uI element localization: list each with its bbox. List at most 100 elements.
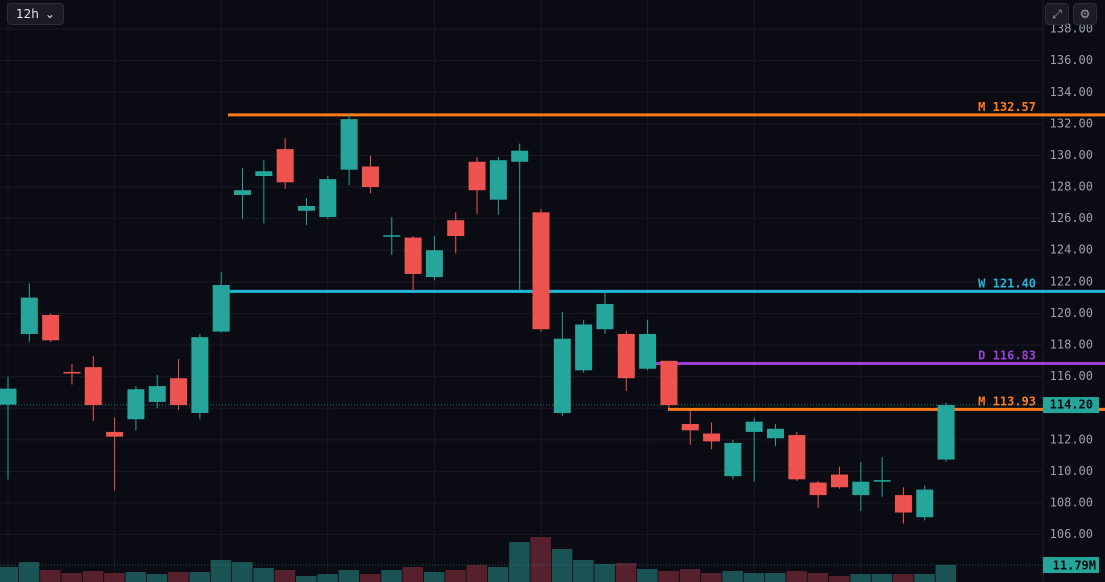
volume-bar xyxy=(914,573,935,582)
candle-body xyxy=(404,237,422,274)
volume-bar xyxy=(828,576,850,582)
level-value: 116.83 xyxy=(993,348,1036,362)
candle-body xyxy=(532,212,550,330)
candle-body xyxy=(575,324,593,371)
candle-body xyxy=(639,333,657,369)
volume-bar xyxy=(487,567,509,582)
candle-body xyxy=(106,431,124,437)
y-tick-label: 126.00 xyxy=(1050,211,1093,225)
volume-bar xyxy=(338,570,360,582)
volume-bar xyxy=(637,568,658,582)
y-tick-label: 122.00 xyxy=(1050,274,1093,288)
candle-body xyxy=(63,371,81,374)
settings-button[interactable]: ⚙ xyxy=(1073,3,1097,25)
volume-bar xyxy=(18,562,40,582)
level-tag: M xyxy=(978,99,985,113)
volume-bar xyxy=(551,548,573,582)
candle-body xyxy=(170,378,188,406)
level-label: M 113.93 xyxy=(978,394,1036,408)
level-tag: M xyxy=(978,394,985,408)
y-tick-label: 108.00 xyxy=(1050,496,1093,510)
volume-bar xyxy=(679,568,701,582)
volume-bar xyxy=(232,562,253,582)
volume-bar xyxy=(0,567,18,582)
volume-bar xyxy=(381,570,402,582)
y-tick-label: 120.00 xyxy=(1050,306,1093,320)
volume-bar xyxy=(146,573,168,582)
level-tag: D xyxy=(978,348,985,362)
volume-bar xyxy=(466,565,488,582)
volume-bar xyxy=(168,571,189,582)
candle-body xyxy=(511,150,529,162)
candle-body xyxy=(212,284,230,332)
candle-body xyxy=(340,119,358,170)
volume-bar xyxy=(210,559,232,582)
candle-body xyxy=(660,360,678,406)
volume-bar xyxy=(743,573,765,582)
fullscreen-button[interactable]: ⤢ xyxy=(1045,3,1069,25)
volume-bar xyxy=(786,570,807,582)
volume-bar xyxy=(295,576,317,582)
volume-bar xyxy=(935,565,957,582)
volume-bar xyxy=(189,571,210,582)
last-volume-label: 11.79M xyxy=(1053,559,1096,573)
last-price-badge xyxy=(1043,397,1099,414)
level-label: D 116.83 xyxy=(978,348,1036,362)
candle-body xyxy=(127,389,145,420)
candle-body xyxy=(42,315,60,341)
candle-body xyxy=(148,386,166,402)
candle-body xyxy=(830,474,848,488)
volume-bar xyxy=(104,573,125,582)
candle-body xyxy=(916,489,934,518)
y-tick-label: 110.00 xyxy=(1050,464,1093,478)
volume-bar xyxy=(317,573,338,582)
candle-body xyxy=(937,405,955,460)
candle-body xyxy=(703,433,721,442)
candle-body xyxy=(617,333,635,379)
volume-bar xyxy=(658,570,679,582)
candle-body xyxy=(852,481,870,496)
volume-bar xyxy=(765,573,786,582)
last-volume-badge xyxy=(1043,557,1099,574)
volume-bar xyxy=(615,562,637,582)
candle-body xyxy=(596,303,614,330)
volume-bar xyxy=(82,570,104,582)
y-tick-label: 116.00 xyxy=(1050,369,1093,383)
candle-body xyxy=(383,235,401,237)
y-tick-label: 112.00 xyxy=(1050,432,1093,446)
level-tag: W xyxy=(978,276,986,290)
y-tick-label: 132.00 xyxy=(1050,116,1093,130)
candle-body xyxy=(20,297,38,334)
volume-bar xyxy=(61,573,82,582)
timeframe-select[interactable]: 12h ⌄ xyxy=(7,3,64,25)
candle-body xyxy=(425,250,443,278)
volume-bar xyxy=(253,567,274,582)
level-label: M 132.57 xyxy=(978,99,1036,113)
y-tick-label: 134.00 xyxy=(1050,85,1093,99)
candle-body xyxy=(191,337,209,413)
candle-body xyxy=(0,388,17,405)
volume-bar xyxy=(359,573,381,582)
level-value: 113.93 xyxy=(993,394,1036,408)
y-tick-label: 106.00 xyxy=(1050,527,1093,541)
volume-bar xyxy=(573,559,594,582)
volume-bar xyxy=(722,570,743,582)
candle-body xyxy=(681,424,699,431)
candle-body xyxy=(553,338,571,413)
volume-bar xyxy=(274,570,296,582)
candle-body xyxy=(788,435,806,480)
y-tick-label: 118.00 xyxy=(1050,338,1093,352)
volume-bar xyxy=(509,542,530,582)
candle-body xyxy=(447,220,465,237)
candle-body xyxy=(84,367,102,406)
y-tick-label: 124.00 xyxy=(1050,243,1093,257)
y-tick-label: 138.00 xyxy=(1050,22,1093,36)
volume-bar xyxy=(594,564,615,582)
candle-body xyxy=(297,206,315,211)
volume-bar xyxy=(892,573,914,582)
candle-body xyxy=(894,495,912,513)
volume-bar xyxy=(850,573,871,582)
candle-body xyxy=(745,421,763,432)
candle-body xyxy=(234,190,252,195)
